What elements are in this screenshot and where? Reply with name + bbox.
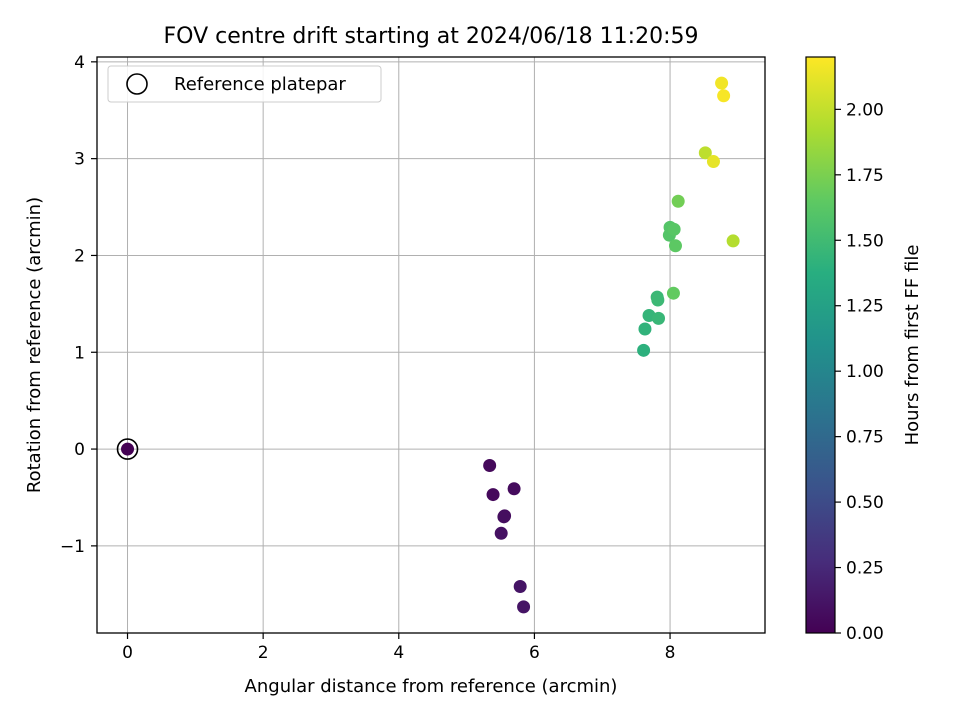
data-point bbox=[638, 322, 652, 336]
colorbar-ticks: 0.00 0.25 0.50 0.75 1.00 1.25 1.50 1.75 2.00 bbox=[835, 100, 884, 644]
data-point bbox=[717, 89, 731, 103]
data-point bbox=[513, 580, 527, 594]
legend-box bbox=[107, 65, 382, 103]
y-tick-label: 2 bbox=[74, 246, 85, 266]
data-point bbox=[726, 234, 740, 248]
data-point bbox=[698, 146, 712, 160]
x-tick-label: 8 bbox=[665, 643, 676, 663]
colorbar-tick-label: 1.50 bbox=[846, 231, 884, 251]
x-axis-label: Angular distance from reference (arcmin) bbox=[245, 676, 618, 697]
colorbar-tick-label: 0.75 bbox=[846, 428, 884, 448]
legend: Reference platepar bbox=[107, 65, 382, 103]
data-point bbox=[637, 343, 651, 357]
y-tick-label: 3 bbox=[74, 150, 85, 170]
colorbar-label: Hours from first FF file bbox=[902, 245, 923, 446]
y-tick-label: −1 bbox=[60, 537, 85, 557]
y-tick-label: 1 bbox=[74, 343, 85, 363]
data-point bbox=[517, 600, 531, 614]
colorbar bbox=[805, 56, 836, 634]
data-point bbox=[667, 222, 681, 236]
x-tick-label: 0 bbox=[122, 643, 133, 663]
chart-title: FOV centre drift starting at 2024/06/18 … bbox=[164, 24, 699, 49]
data-point bbox=[651, 293, 665, 307]
plot-frame bbox=[96, 56, 766, 634]
legend-reference-marker bbox=[126, 73, 148, 95]
data-point bbox=[652, 311, 666, 325]
y-axis-ticks: −1 0 1 2 3 4 bbox=[60, 53, 97, 557]
data-point bbox=[494, 526, 508, 540]
colorbar-tick-label: 1.00 bbox=[846, 362, 884, 382]
data-point bbox=[671, 194, 685, 208]
grid bbox=[97, 57, 765, 633]
reference-platepar-marker bbox=[116, 438, 139, 460]
colorbar-tick-label: 0.50 bbox=[846, 493, 884, 513]
data-point bbox=[121, 442, 135, 456]
x-tick-label: 2 bbox=[258, 643, 269, 663]
colorbar-tick-label: 0.00 bbox=[846, 624, 884, 644]
colorbar-tick-label: 1.25 bbox=[846, 297, 884, 317]
y-tick-label: 4 bbox=[74, 53, 85, 73]
colorbar-tick-label: 0.25 bbox=[846, 559, 884, 579]
data-point bbox=[715, 76, 729, 90]
y-tick-label: 0 bbox=[74, 440, 85, 460]
data-points bbox=[116, 76, 740, 614]
x-axis-ticks: 0 2 4 6 8 bbox=[122, 633, 675, 663]
legend-label: Reference platepar bbox=[174, 74, 346, 95]
data-point bbox=[666, 286, 680, 300]
x-tick-label: 6 bbox=[529, 643, 540, 663]
colorbar-tick-label: 1.75 bbox=[846, 166, 884, 186]
data-point bbox=[668, 239, 682, 253]
data-point bbox=[507, 482, 521, 496]
y-axis-label: Rotation from reference (arcmin) bbox=[24, 197, 45, 493]
data-point bbox=[486, 488, 500, 502]
data-point bbox=[483, 459, 497, 473]
data-point bbox=[706, 155, 720, 169]
x-tick-label: 4 bbox=[393, 643, 404, 663]
data-point bbox=[497, 510, 511, 524]
colorbar-tick-label: 2.00 bbox=[846, 100, 884, 120]
